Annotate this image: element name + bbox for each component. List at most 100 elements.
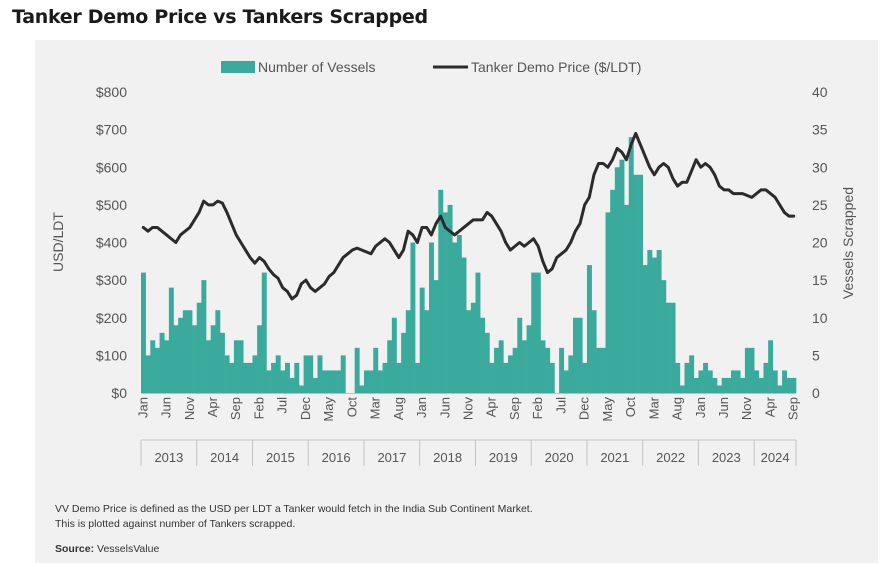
chart-title: Tanker Demo Price vs Tankers Scrapped: [12, 6, 428, 28]
vessel-bar: [470, 302, 476, 393]
legend: Number of Vessels Tanker Demo Price ($/L…: [221, 59, 641, 75]
year-label: 2016: [322, 450, 351, 465]
vessel-bar: [401, 332, 407, 393]
vessel-bar: [145, 355, 151, 394]
vessel-bar: [507, 355, 513, 394]
vessel-bar: [326, 370, 332, 393]
vessel-bar: [610, 189, 616, 393]
vessel-bar: [233, 340, 239, 393]
vessel-bar: [280, 370, 286, 393]
y2-tick-label: 0: [812, 385, 820, 401]
vessel-bar: [192, 325, 198, 393]
vessel-bar: [670, 302, 676, 393]
vessel-bar: [447, 204, 453, 394]
x-tick-label: May: [600, 397, 615, 422]
vessel-bar: [363, 370, 369, 393]
vessel-bar: [484, 332, 490, 393]
price-line-group: [141, 131, 796, 301]
vessel-bar: [387, 340, 393, 393]
vessel-bar: [763, 362, 769, 393]
vessel-bar: [517, 317, 523, 393]
vessel-bar: [586, 265, 592, 393]
vessel-bar: [243, 362, 249, 393]
y-tick-label: $300: [96, 272, 127, 288]
x-tick-label: Sep: [786, 397, 801, 420]
vessel-bar: [475, 272, 481, 393]
vessel-bar: [377, 370, 383, 393]
x-tick-label: Jan: [414, 397, 429, 418]
x-tick-label: Nov: [739, 397, 754, 421]
vessel-bar: [206, 340, 211, 393]
vessel-bar: [382, 362, 388, 393]
vessel-bar: [336, 370, 342, 393]
vessel-bar: [494, 347, 499, 393]
vessel-bar: [438, 189, 444, 393]
vessel-bar: [201, 280, 207, 394]
vessel-bar: [754, 370, 760, 393]
vessel-bar: [396, 362, 402, 393]
vessel-bar: [480, 317, 486, 393]
vessel-bar: [141, 272, 146, 393]
vessel-bar: [675, 362, 681, 393]
vessel-bar: [651, 257, 657, 393]
y2-tick-label: 20: [812, 235, 828, 251]
vessel-bar: [563, 370, 569, 393]
vessel-bar: [605, 212, 611, 393]
y-tick-label: $700: [96, 122, 127, 138]
year-label: 2021: [600, 450, 629, 465]
x-tick-label: Sep: [228, 397, 243, 420]
vessel-bar: [698, 370, 704, 393]
y-tick-label: $400: [96, 235, 127, 251]
price-line: [141, 131, 796, 301]
vessel-bar: [289, 377, 295, 393]
vessel-bar: [656, 250, 662, 393]
vessel-bar: [252, 355, 258, 394]
vessel-bar: [215, 310, 221, 393]
x-tick-label: Nov: [461, 397, 476, 421]
y-tick-label: $800: [96, 84, 127, 100]
vessel-bar: [633, 174, 639, 393]
vessel-bar: [503, 362, 509, 393]
y2-axis-label: Vessels Scrapped: [840, 187, 856, 299]
vessel-bar: [679, 385, 685, 393]
vessel-bar: [312, 377, 318, 393]
y2-tick-label: 5: [812, 347, 820, 363]
vessel-bar: [247, 362, 253, 393]
vessel-bar: [429, 242, 434, 393]
y2-tick-label: 15: [812, 272, 828, 288]
vessel-bar: [531, 272, 537, 393]
vessel-bar: [424, 310, 430, 393]
vessel-bar: [777, 385, 783, 393]
vessel-bar: [786, 377, 792, 393]
vessel-bar: [442, 212, 448, 393]
x-tick-label: Apr: [484, 396, 499, 417]
vessel-bar: [549, 362, 555, 393]
x-tick-label: Aug: [670, 397, 685, 420]
vessel-bar: [173, 325, 179, 393]
vessel-bar: [726, 377, 732, 393]
vessel-bar: [187, 310, 193, 393]
y-axis-label: USD/LDT: [50, 212, 66, 272]
vessel-bar: [740, 377, 746, 393]
footnote-line-2: This is plotted against number of Tanker…: [55, 518, 296, 530]
vessel-bar: [772, 370, 778, 393]
vessel-bar: [721, 377, 727, 393]
footnote-line-1: VV Demo Price is defined as the USD per …: [55, 503, 533, 515]
year-label: 2017: [377, 450, 406, 465]
vessel-bar: [359, 385, 365, 393]
x-tick-label: Jun: [716, 397, 731, 418]
vessel-bar: [368, 370, 374, 393]
source-line: Source: VesselsValue: [55, 543, 159, 555]
vessel-bar: [452, 242, 458, 393]
y2-tick-label: 30: [812, 159, 828, 175]
vessel-bar: [665, 302, 671, 393]
vessel-bar: [638, 174, 644, 393]
source-value: VesselsValue: [97, 543, 160, 555]
vessel-bar: [285, 362, 290, 393]
x-tick-label: Feb: [530, 397, 545, 419]
vessel-bar: [275, 355, 281, 394]
vessel-bar: [373, 347, 379, 393]
year-label: 2018: [433, 450, 462, 465]
vessel-bar: [210, 325, 216, 393]
